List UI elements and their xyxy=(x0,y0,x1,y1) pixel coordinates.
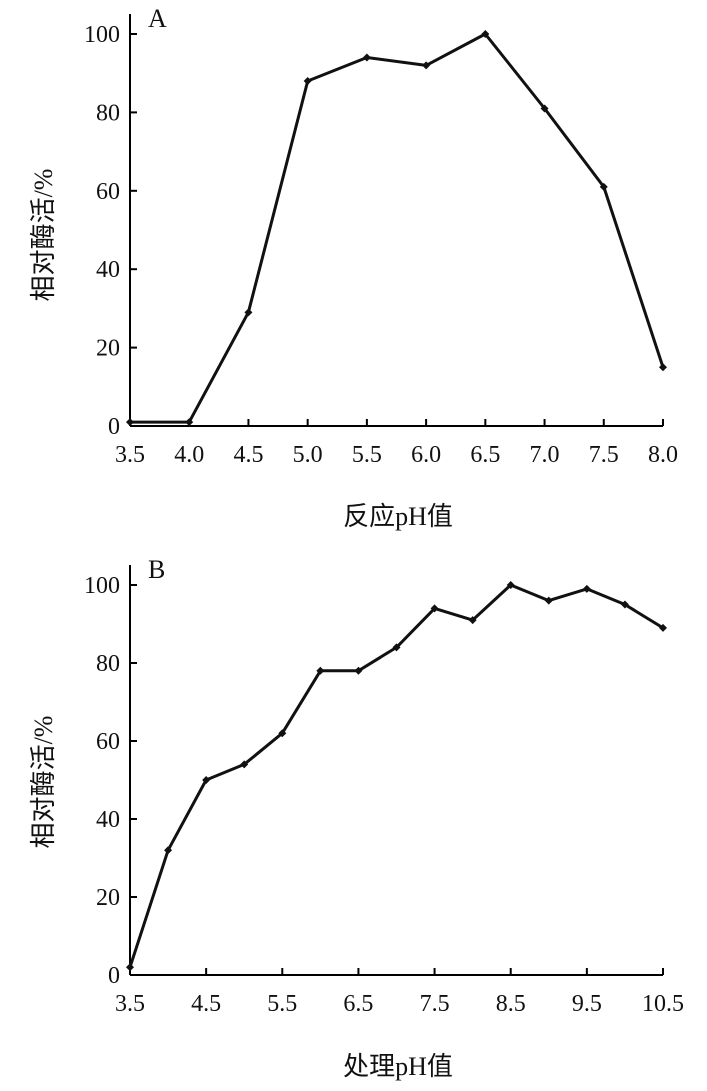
x-tick-label-a: 5.0 xyxy=(293,442,323,468)
data-point-a xyxy=(599,182,608,191)
x-axis-title-b: 处理pH值 xyxy=(343,1052,453,1081)
y-tick-label-b: 0 xyxy=(108,963,120,989)
y-tick-label-a: 20 xyxy=(96,336,120,362)
x-tick-label-b: 3.5 xyxy=(115,991,145,1017)
data-point-a xyxy=(126,418,134,427)
data-point-a xyxy=(422,61,431,70)
data-point-b xyxy=(240,760,249,769)
x-tick-label-a: 7.5 xyxy=(589,442,619,468)
series-line-a xyxy=(130,32,665,424)
y-tick-label-b: 40 xyxy=(96,807,120,833)
data-point-b xyxy=(430,604,439,613)
y-tick-label-b: 60 xyxy=(96,729,120,755)
y-tick-label-a: 0 xyxy=(108,414,120,440)
y-tick-label-b: 80 xyxy=(96,651,120,677)
plot-area-a: 0 20 40 60 80 100 3.5 4.0 4.5 5.0 5.5 6.0 6.5 7.0 7.5 8… xyxy=(84,14,678,468)
x-tick-label-b: 6.5 xyxy=(343,991,373,1017)
x-tick-label-b: 8.5 xyxy=(496,991,526,1017)
x-tick-label-b: 10.5 xyxy=(642,991,684,1017)
data-point-b xyxy=(620,600,629,609)
y-tick-label-a: 60 xyxy=(96,179,120,205)
y-tick-label-a: 40 xyxy=(96,257,120,283)
x-tick-label-b: 9.5 xyxy=(572,991,602,1017)
data-point-a xyxy=(659,363,667,372)
chart-b: B 处理pH值 相对酶活/% 0 20 40 60 80 100 3.5 4.5 5.5 6.5 7… xyxy=(29,555,684,1081)
data-point-b xyxy=(164,846,173,855)
data-point-b xyxy=(468,616,477,625)
x-tick-label-a: 7.0 xyxy=(530,442,560,468)
data-point-b xyxy=(202,776,211,784)
data-point-b xyxy=(316,666,325,675)
data-point-a xyxy=(362,53,371,62)
x-tick-label-a: 8.0 xyxy=(648,442,678,468)
data-point-a xyxy=(481,30,490,38)
y-tick-label-a: 100 xyxy=(84,22,120,48)
x-tick-label-a: 6.5 xyxy=(470,442,500,468)
data-point-b xyxy=(392,643,401,652)
x-axis-title-a: 反应pH值 xyxy=(343,502,453,531)
panel-label-b: B xyxy=(148,555,165,584)
data-point-a xyxy=(540,104,549,113)
x-tick-label-a: 5.5 xyxy=(352,442,382,468)
x-tick-label-b: 4.5 xyxy=(191,991,221,1017)
data-point-b xyxy=(506,581,515,589)
data-point-a xyxy=(303,77,312,86)
y-tick-label-a: 80 xyxy=(96,100,120,126)
data-point-a xyxy=(185,418,194,427)
y-axis-title-a: 相对酶活/% xyxy=(29,169,58,302)
y-tick-label-b: 20 xyxy=(96,885,120,911)
data-point-b xyxy=(582,584,591,593)
x-tick-label-b: 7.5 xyxy=(420,991,450,1017)
y-tick-label-b: 100 xyxy=(84,573,120,599)
panel-label-a: A xyxy=(148,4,167,33)
y-axis-title-b: 相对酶活/% xyxy=(29,716,58,849)
data-point-b xyxy=(126,963,134,972)
data-point-b xyxy=(278,729,287,738)
series-line-b xyxy=(128,583,664,968)
data-point-b xyxy=(659,623,667,632)
plot-area-b: 0 20 40 60 80 100 3.5 4.5 5.5 6.5 7.5 8.5 9.5 10.5 xyxy=(84,565,684,1017)
data-point-b xyxy=(354,666,363,675)
data-point-a xyxy=(244,308,253,317)
x-tick-label-a: 4.5 xyxy=(233,442,263,468)
x-tick-label-a: 6.0 xyxy=(411,442,441,468)
x-tick-label-b: 5.5 xyxy=(267,991,297,1017)
data-point-b xyxy=(544,596,553,605)
x-tick-label-a: 4.0 xyxy=(174,442,204,468)
chart-a: A 反应pH值 相对酶活/% 0 20 40 60 80 100 3.5 4.0 4.5 5.0 5… xyxy=(29,4,678,531)
x-tick-label-a: 3.5 xyxy=(115,442,145,468)
